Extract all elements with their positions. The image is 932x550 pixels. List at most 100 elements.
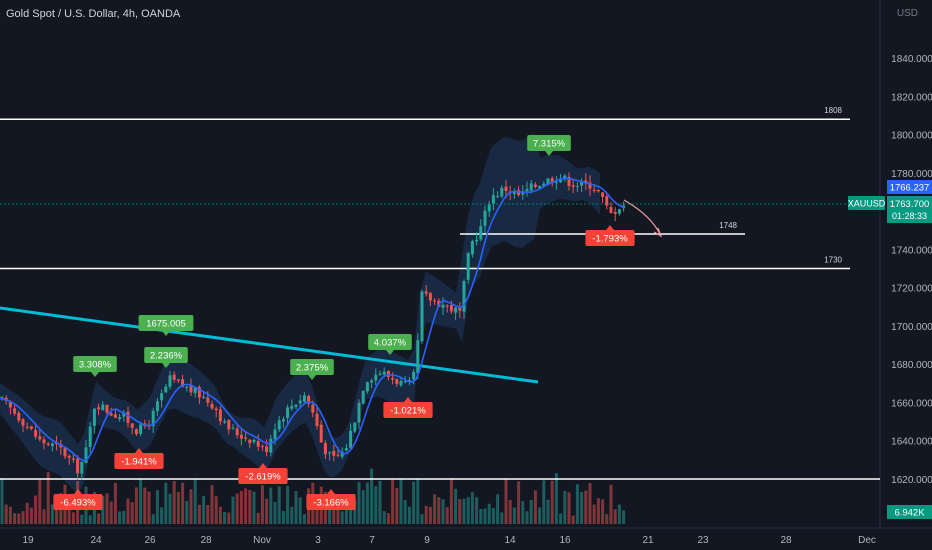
candle-body: [596, 189, 600, 192]
candle-body: [525, 189, 529, 192]
candle-body: [286, 407, 290, 419]
volume-bar: [17, 513, 21, 524]
projection-arrowhead: [653, 227, 663, 238]
volume-bar: [277, 486, 281, 524]
volume-bar: [151, 514, 155, 524]
level-label-1730: 1730: [824, 256, 842, 265]
candle-body: [80, 461, 84, 474]
volume-bar: [193, 478, 197, 524]
volume-bar: [462, 498, 466, 524]
candle-body: [76, 458, 80, 474]
annotation-label-up[interactable]: [290, 359, 334, 375]
candle-body: [113, 414, 117, 418]
volume-bar: [349, 502, 353, 524]
annotation-text: 2.375%: [296, 363, 329, 374]
candle-body: [479, 226, 483, 240]
annotation-pointer: [386, 350, 394, 355]
volume-bar: [395, 487, 399, 524]
volume-bar: [252, 491, 256, 524]
candle-body: [601, 192, 605, 197]
volume-bar: [97, 513, 101, 524]
candle-body: [433, 300, 437, 302]
candle-body: [340, 451, 344, 457]
volume-bar: [176, 492, 180, 524]
time-tick-label: 19: [22, 535, 34, 546]
candle-body: [416, 340, 420, 374]
volume-bar: [449, 478, 453, 524]
candle-body: [88, 426, 92, 447]
volume-bar: [235, 493, 239, 524]
volume-bar: [517, 481, 521, 524]
candle-body: [181, 379, 185, 387]
annotation-text: 1675.005: [146, 319, 186, 330]
volume-bar: [25, 502, 29, 524]
volume-bar: [155, 490, 159, 524]
annotation-label-down[interactable]: [306, 494, 356, 510]
annotation-label-down[interactable]: [114, 453, 164, 469]
annotation-label-up[interactable]: [527, 135, 571, 151]
annotation-label-up[interactable]: [144, 347, 188, 363]
last-price-tag: [887, 196, 932, 223]
candle-body: [424, 291, 428, 294]
time-tick-label: 23: [697, 535, 709, 546]
volume-bar: [584, 490, 588, 524]
volume-bar: [533, 490, 537, 524]
annotation-pointer: [545, 151, 553, 156]
candle-body: [281, 419, 285, 422]
volatility-band: [0, 133, 600, 495]
annotation-label-down[interactable]: [383, 402, 433, 418]
candle-body: [0, 396, 4, 398]
volume-bar: [13, 513, 17, 524]
candle-body: [176, 379, 180, 381]
annotation-label-up[interactable]: [368, 334, 412, 350]
ma-price-tag: [887, 180, 932, 194]
volume-bar: [50, 504, 54, 524]
volume-bar: [164, 482, 168, 524]
volume-bar: [433, 494, 437, 524]
volume-bar: [437, 497, 441, 524]
candle-body: [126, 411, 130, 423]
volume-bar: [588, 483, 592, 524]
candle-body: [575, 186, 579, 188]
volume-bar: [290, 506, 294, 524]
candle-body: [428, 292, 432, 301]
candle-body: [445, 305, 449, 307]
candle-body: [273, 429, 277, 440]
volume-bar: [210, 485, 214, 524]
candle-body: [21, 419, 25, 426]
candle-body: [244, 437, 248, 439]
volume-bar: [357, 482, 361, 524]
projection-arrow: [623, 199, 661, 235]
volume-bar: [109, 501, 113, 524]
candle-body: [584, 180, 588, 183]
annotation-label-down[interactable]: [53, 494, 103, 510]
volume-bar: [113, 482, 117, 524]
candle-body: [71, 458, 75, 460]
volume-bar: [399, 478, 403, 524]
candle-body: [223, 421, 227, 423]
candle-body: [580, 180, 584, 186]
volume-bar: [424, 505, 428, 524]
candle-body: [252, 439, 256, 442]
time-tick-label: 7: [369, 535, 375, 546]
annotation-text: -1.793%: [592, 234, 628, 245]
price-tick-label: 1820.000: [891, 92, 932, 103]
candle-body: [374, 374, 378, 381]
annotation-label-down[interactable]: [585, 230, 635, 246]
candle-body: [378, 373, 382, 375]
volume-bar: [286, 485, 290, 524]
volume-bar: [580, 492, 584, 524]
volume-bar: [214, 496, 218, 524]
candle-body: [8, 401, 12, 408]
price-tick-label: 1740.000: [891, 245, 932, 256]
candle-body: [139, 424, 143, 434]
candle-body: [231, 427, 235, 429]
trendline[interactable]: [0, 306, 539, 384]
volume-bar: [344, 499, 348, 524]
annotation-label-down[interactable]: [238, 468, 288, 484]
volume-bar: [248, 489, 252, 524]
annotation-label-up[interactable]: [138, 315, 194, 331]
annotation-label-up[interactable]: [73, 356, 117, 372]
volume-bar: [197, 504, 201, 524]
